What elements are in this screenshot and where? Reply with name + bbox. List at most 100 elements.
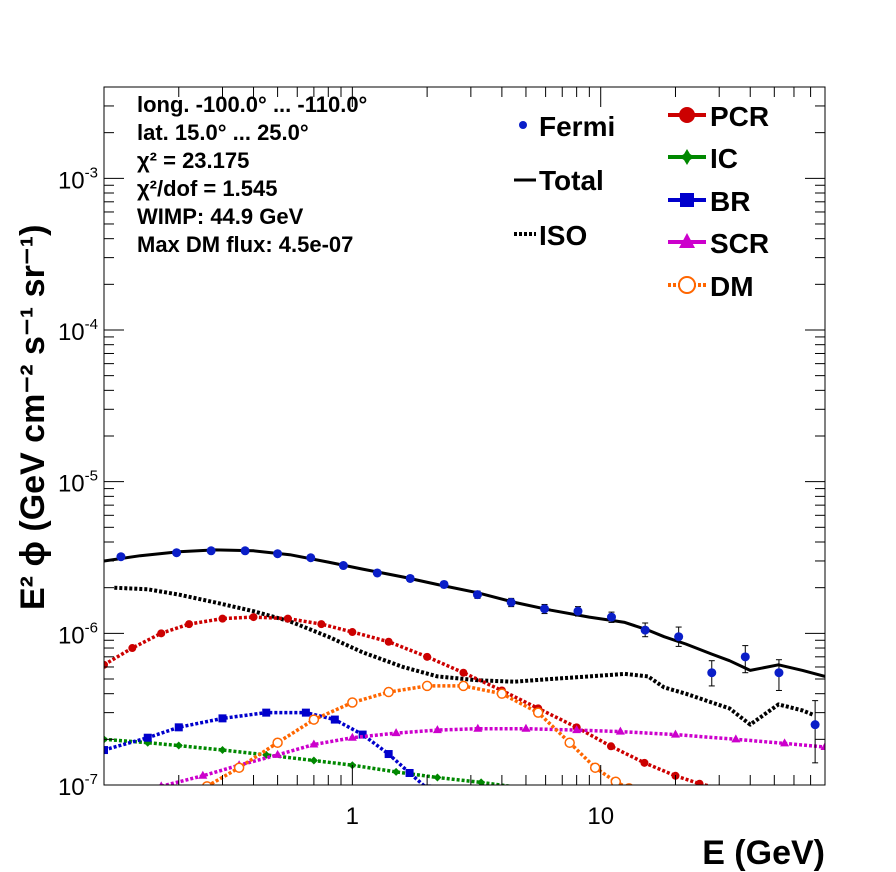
pcr-point xyxy=(459,668,468,677)
y-tick-label-1e-3: 10-3 xyxy=(58,164,98,194)
fermi-point xyxy=(674,632,684,642)
br-point xyxy=(358,730,367,739)
fermi-point xyxy=(506,597,516,607)
scr-point xyxy=(572,725,582,734)
series-dm xyxy=(201,680,634,785)
ic-point xyxy=(433,773,442,782)
fermi-point xyxy=(206,546,216,556)
x-tick-label-10: 10 xyxy=(587,803,614,830)
legend-ic-marker xyxy=(679,149,695,165)
fermi-point xyxy=(540,604,550,614)
x-tick-label-1: 1 xyxy=(346,803,359,830)
dm-point xyxy=(458,680,469,692)
series-scr-line xyxy=(160,726,825,785)
fermi-point xyxy=(810,720,820,730)
y-tick-labels: 10-7 10-6 10-5 10-4 10-3 xyxy=(58,164,98,801)
br-point xyxy=(218,714,227,723)
scr-point xyxy=(521,723,531,732)
legend-scr-marker xyxy=(679,233,695,248)
pcr-point xyxy=(384,637,393,646)
pcr-point xyxy=(640,758,649,767)
y-tick-label-1e-7: 10-7 xyxy=(58,771,98,801)
series-pcr-line xyxy=(104,615,713,785)
y-tick-label-1e-6: 10-6 xyxy=(58,619,98,649)
legend-br-label: BR xyxy=(710,186,750,217)
y-tick-label-1e-5: 10-5 xyxy=(58,468,98,498)
info-latitude: lat. 15.0° ... 25.0° xyxy=(137,120,309,145)
fit-info-box: long. -100.0° ... -110.0° lat. 15.0° ...… xyxy=(137,92,367,257)
br-point xyxy=(384,750,393,759)
series-scr xyxy=(159,723,825,785)
legend-total-label: Total xyxy=(539,165,604,196)
legend-scr-label: SCR xyxy=(710,228,769,259)
fermi-point xyxy=(116,552,126,562)
scr-point xyxy=(347,732,357,741)
scr-point xyxy=(198,770,208,779)
dm-point xyxy=(383,686,394,698)
series-iso-line xyxy=(114,585,815,727)
pcr-point xyxy=(218,614,227,623)
fermi-point xyxy=(774,668,784,678)
ic-point xyxy=(174,741,183,750)
legend: Fermi Total ISO PCR IC BR SCR DM xyxy=(514,101,769,302)
dm-point xyxy=(564,737,575,748)
pcr-point xyxy=(348,628,357,637)
pcr-point xyxy=(317,620,326,629)
legend-fermi-marker xyxy=(519,121,527,129)
fermi-point xyxy=(372,568,382,578)
fermi-point xyxy=(439,579,449,589)
dm-point xyxy=(347,697,358,708)
legend-pcr-marker xyxy=(679,107,695,123)
legend-br-marker xyxy=(680,193,694,207)
series-br xyxy=(104,708,432,785)
y-tick-label-1e-4: 10-4 xyxy=(58,316,98,346)
scr-point xyxy=(432,725,442,734)
fermi-point xyxy=(240,546,250,556)
dm-point xyxy=(421,680,433,692)
dm-point xyxy=(201,781,213,785)
series-iso xyxy=(114,585,815,727)
fermi-point xyxy=(740,652,750,662)
br-point xyxy=(301,708,310,717)
legend-ic-label: IC xyxy=(710,143,738,174)
info-chi2-dof: χ²/dof = 1.545 xyxy=(137,176,277,201)
scr-point xyxy=(391,728,401,737)
fermi-point xyxy=(707,668,717,678)
plot-area xyxy=(104,546,825,785)
br-point xyxy=(104,746,108,755)
pcr-point xyxy=(606,742,615,751)
fermi-point xyxy=(306,553,316,563)
fermi-point xyxy=(573,606,583,616)
legend-iso-label: ISO xyxy=(539,220,587,251)
scr-point xyxy=(159,781,164,785)
fermi-point xyxy=(472,590,482,600)
axis-ticks xyxy=(103,86,826,786)
x-tick-labels: 1 10 xyxy=(346,803,614,830)
dm-point xyxy=(308,714,320,725)
legend-fermi-label: Fermi xyxy=(539,111,615,142)
dm-point xyxy=(233,762,245,773)
scr-point xyxy=(820,742,825,751)
dm-point xyxy=(272,737,283,748)
scr-point xyxy=(780,738,790,747)
dm-point xyxy=(532,707,544,718)
pcr-point xyxy=(423,652,432,661)
fermi-point xyxy=(606,612,616,622)
pcr-point xyxy=(283,614,292,623)
x-axis-title: E (GeV) xyxy=(702,834,825,872)
br-point xyxy=(405,768,414,777)
info-longitude: long. -100.0° ... -110.0° xyxy=(137,92,367,117)
br-point xyxy=(143,733,152,742)
fermi-point xyxy=(338,561,348,571)
br-point xyxy=(262,708,271,717)
br-point xyxy=(330,715,339,724)
pcr-point xyxy=(695,779,704,785)
info-wimp-mass: WIMP: 44.9 GeV xyxy=(137,204,304,229)
y-axis-title: E² ϕ (GeV cm⁻² s⁻¹ sr⁻¹) xyxy=(14,225,52,610)
ic-point xyxy=(477,778,486,785)
info-chi2: χ² = 23.175 xyxy=(137,148,249,173)
pcr-point xyxy=(185,620,194,629)
pcr-point xyxy=(157,629,166,638)
